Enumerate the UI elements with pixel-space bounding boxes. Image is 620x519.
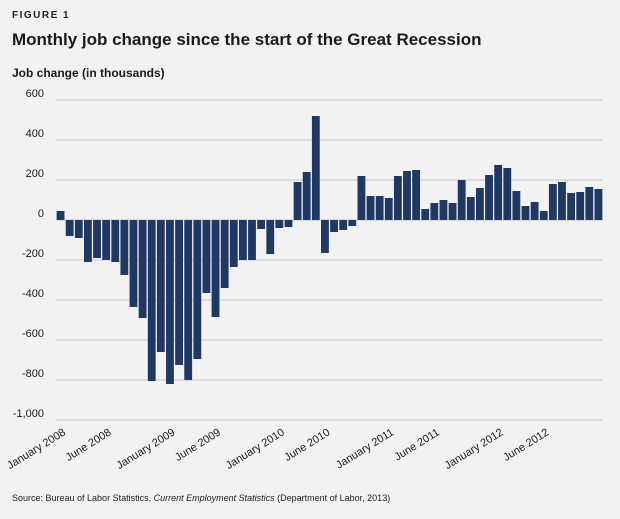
bar: Aug 2012: 190	[558, 182, 566, 220]
bars: Jan 2008: 45Feb 2008: -80Mar 2008: -90Ap…	[56, 116, 603, 384]
bar: Jun 2012: 45	[539, 211, 548, 220]
source-prefix: Source: Bureau of Labor Statistics,	[12, 493, 154, 503]
bar: Jul 2008: -210	[111, 220, 120, 262]
x-tick-label: June 2011	[392, 426, 441, 463]
bar: Sep 2010: -30	[348, 220, 357, 226]
bar: Apr 2012: 70	[521, 206, 530, 220]
bar: Feb 2011: 220	[393, 176, 402, 220]
bar: Aug 2011: 85	[448, 203, 457, 220]
bar: Sep 2011: 200	[457, 180, 466, 220]
bar: Dec 2010: 120	[375, 196, 384, 220]
bar: Jul 2009: -340	[220, 220, 229, 288]
bar: Nov 2008: -805	[147, 220, 156, 381]
bar: Oct 2010: 220	[357, 176, 366, 220]
bar: May 2008: -190	[93, 220, 101, 258]
bar: Jan 2009: -820	[166, 220, 174, 384]
y-axis-label: Job change (in thousands)	[12, 66, 165, 80]
chart-title: Monthly job change since the start of th…	[12, 30, 482, 49]
bar: Nov 2010: 120	[366, 196, 375, 220]
y-tick-label: 0	[38, 208, 44, 220]
gridlines	[56, 99, 603, 421]
bar: Apr 2009: -695	[193, 220, 202, 359]
bar: Jun 2008: -200	[102, 220, 111, 260]
source-note: Source: Bureau of Labor Statistics, Curr…	[12, 493, 390, 503]
bar: Mar 2009: -800	[184, 220, 193, 380]
bar: Sep 2009: -200	[238, 220, 247, 260]
bar: Apr 2010: 240	[302, 172, 311, 220]
bar: Apr 2008: -210	[83, 220, 92, 262]
y-tick-label: -400	[22, 288, 44, 300]
y-tick-label: 200	[26, 168, 44, 180]
y-tick-label: -200	[22, 248, 44, 260]
bar: Jul 2011: 100	[439, 200, 448, 220]
bar: Sep 2012: 135	[567, 193, 576, 220]
bar: Feb 2009: -725	[175, 220, 183, 365]
bar: Mar 2010: 190	[293, 182, 302, 220]
y-tick-label: 400	[26, 128, 44, 140]
y-tick-label: -800	[22, 368, 44, 380]
bar: Nov 2011: 160	[476, 188, 484, 220]
bar: Nov 2009: -45	[257, 220, 266, 229]
bar: Jun 2011: 85	[430, 203, 439, 220]
bar: Jan 2010: -40	[275, 220, 284, 228]
bar: Jun 2009: -485	[211, 220, 220, 317]
bar: Mar 2011: 245	[403, 171, 411, 220]
bar: Dec 2011: 225	[485, 175, 493, 220]
y-tick-label: 600	[26, 88, 44, 100]
bar: Oct 2009: -200	[248, 220, 256, 260]
bar: Jul 2012: 180	[548, 184, 557, 220]
x-tick-label: June 2008	[64, 426, 114, 463]
bar: Jan 2011: 110	[384, 198, 393, 220]
bar: Dec 2009: -170	[266, 220, 275, 254]
bar: Apr 2011: 250	[412, 170, 421, 220]
bar: Oct 2011: 115	[466, 197, 475, 220]
bar: Jan 2012: 275	[494, 165, 503, 220]
bar: Jul 2010: -60	[330, 220, 338, 232]
bar: Oct 2012: 140	[576, 192, 585, 220]
source-italic: Current Employment Statistics	[153, 493, 275, 503]
x-tick-label: January 2008	[5, 426, 68, 472]
bar: Dec 2012: 155	[594, 189, 603, 220]
bar: Nov 2012: 165	[585, 187, 594, 220]
x-tick-label: June 2010	[282, 426, 332, 463]
source-suffix: (Department of Labor, 2013)	[274, 493, 391, 503]
bar: May 2012: 90	[530, 202, 539, 220]
bar: Mar 2008: -90	[74, 220, 83, 238]
bar: Feb 2012: 260	[503, 168, 512, 220]
y-tick-label: -600	[22, 328, 44, 340]
bar: Jan 2008: 45	[56, 211, 65, 220]
bar: Aug 2010: -50	[339, 220, 348, 230]
bar: Oct 2008: -490	[138, 220, 147, 318]
bar: Feb 2008: -80	[65, 220, 74, 236]
x-tick-label: January 2012	[443, 426, 506, 472]
x-tick-label: June 2009	[173, 426, 223, 463]
y-tick-labels: 600 400 200 0 -200 -400 -600 -800 -1,000	[13, 88, 44, 420]
x-tick-label: January 2009	[114, 426, 177, 472]
bar: Aug 2009: -235	[229, 220, 238, 267]
bar: Feb 2010: -35	[284, 220, 293, 227]
bar: May 2010: 520	[311, 116, 320, 220]
figure-label: FIGURE 1	[12, 10, 71, 21]
bar: Mar 2012: 145	[512, 191, 521, 220]
bar: May 2011: 55	[421, 209, 430, 220]
bar: May 2009: -365	[202, 220, 211, 293]
bar: Sep 2008: -435	[129, 220, 138, 307]
bar: Jun 2010: -165	[321, 220, 329, 253]
y-tick-label: -1,000	[13, 408, 44, 420]
bar: Dec 2008: -660	[156, 220, 165, 352]
bar: Aug 2008: -275	[120, 220, 129, 275]
x-tick-label: January 2011	[334, 426, 396, 471]
x-tick-label: January 2010	[224, 426, 287, 472]
x-tick-label: June 2012	[501, 426, 551, 463]
